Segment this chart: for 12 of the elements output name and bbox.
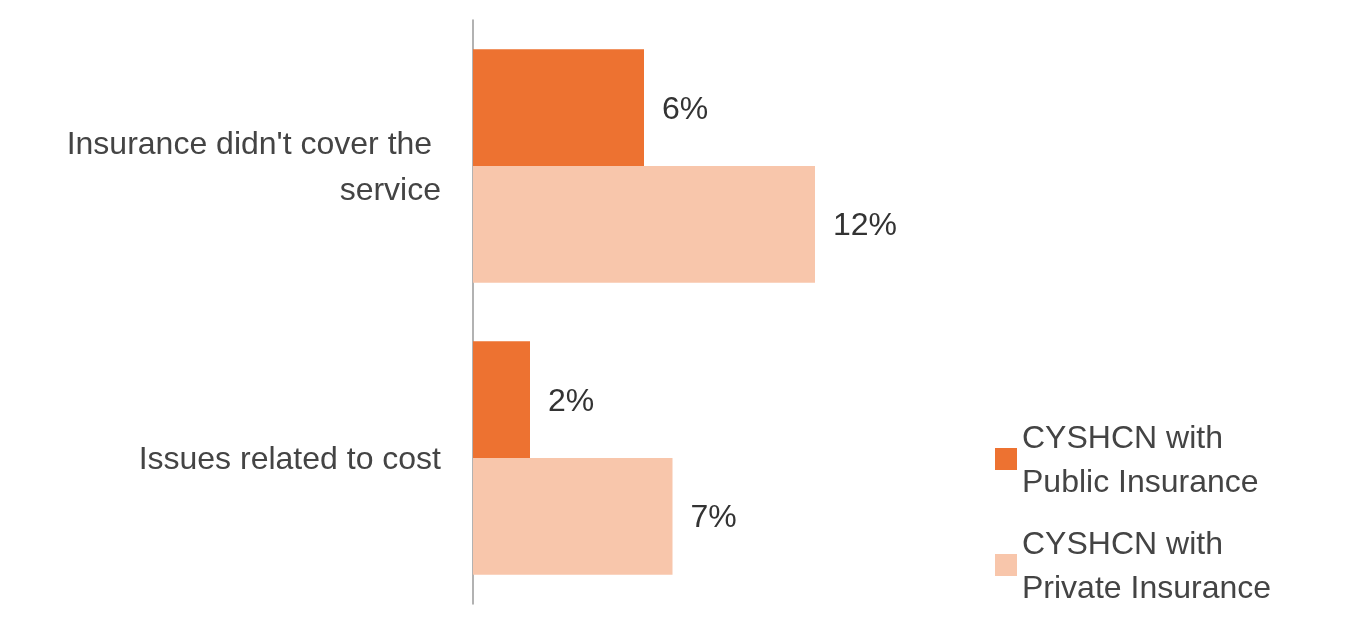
data-label: 2% [548,381,595,418]
bar [473,49,644,166]
data-label: 12% [833,206,898,243]
bar [473,166,815,283]
data-label: 6% [662,89,709,126]
bar [473,341,530,458]
legend-label: CYSHCN with Private Insurance [1022,525,1272,605]
data-label: 7% [690,498,737,535]
y-tick-label: Insurance didn't cover the service [66,125,441,207]
bar [473,458,673,575]
legend-label: CYSHCN with Public Insurance [1022,419,1259,499]
y-tick-label: Issues related to cost [138,440,442,476]
